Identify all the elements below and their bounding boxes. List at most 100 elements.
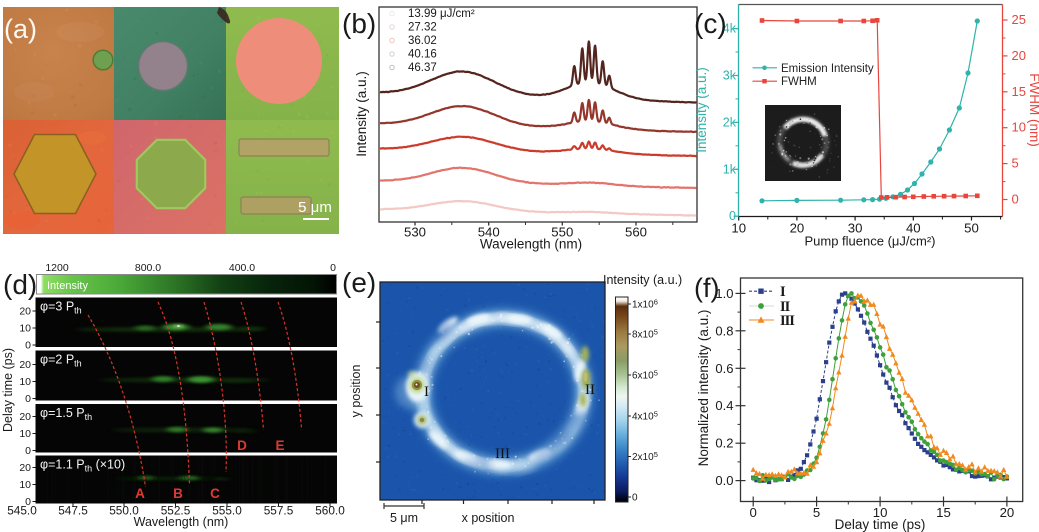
svg-text:FWHM (nm): FWHM (nm) [1027, 73, 1039, 146]
svg-text:540: 540 [478, 225, 500, 240]
svg-text:0: 0 [25, 393, 31, 405]
svg-text:20: 20 [19, 462, 31, 474]
svg-text:1k: 1k [723, 162, 737, 176]
svg-text:10: 10 [873, 505, 888, 520]
svg-text:20: 20 [1012, 48, 1026, 63]
svg-text:15: 15 [936, 505, 951, 520]
svg-text:560.0: 560.0 [315, 504, 345, 518]
svg-text:1x106: 1x106 [632, 298, 658, 311]
svg-text:550.0: 550.0 [109, 504, 139, 518]
svg-text:x position: x position [462, 511, 515, 525]
svg-text:10: 10 [19, 323, 31, 335]
svg-text:560: 560 [625, 225, 647, 240]
svg-text:(d): (d) [3, 269, 37, 300]
svg-text:(f): (f) [694, 273, 719, 303]
svg-text:20: 20 [19, 359, 31, 371]
svg-text:Intensity (a.u.): Intensity (a.u.) [354, 71, 369, 157]
svg-text:36.02: 36.02 [408, 35, 437, 47]
svg-text:13.99 μJ/cm²: 13.99 μJ/cm² [408, 8, 475, 20]
svg-text:20: 20 [19, 411, 31, 423]
svg-text:30: 30 [848, 221, 863, 236]
svg-text:φ=1.1 Pth (×10): φ=1.1 Pth (×10) [40, 458, 125, 474]
svg-text:D: D [237, 438, 247, 453]
svg-text:10: 10 [19, 479, 31, 491]
svg-text:800.0: 800.0 [135, 262, 161, 274]
svg-text:FWHM: FWHM [781, 76, 817, 88]
svg-text:0: 0 [25, 496, 31, 508]
svg-text:46.37: 46.37 [408, 62, 437, 74]
svg-text:20: 20 [19, 306, 31, 318]
svg-text:B: B [173, 486, 183, 501]
svg-text:5: 5 [1012, 156, 1019, 171]
svg-text:557.5: 557.5 [264, 504, 294, 518]
svg-text:400.0: 400.0 [229, 262, 255, 274]
svg-text:(b): (b) [342, 8, 376, 39]
svg-text:Delay time (ps): Delay time (ps) [1, 348, 15, 432]
svg-text:1200: 1200 [45, 262, 69, 274]
svg-text:550: 550 [551, 225, 573, 240]
svg-text:555.0: 555.0 [212, 504, 242, 518]
svg-text:0.0: 0.0 [715, 473, 733, 488]
svg-text:Emission Intensity: Emission Intensity [781, 63, 874, 75]
svg-text:10: 10 [731, 221, 746, 236]
svg-text:2x105: 2x105 [632, 450, 658, 463]
svg-text:I: I [780, 284, 786, 300]
svg-text:5 μm: 5 μm [298, 199, 332, 216]
svg-text:530: 530 [404, 225, 426, 240]
svg-text:50: 50 [964, 221, 979, 236]
svg-text:552.5: 552.5 [161, 504, 191, 518]
svg-text:Wavelength (nm): Wavelength (nm) [480, 237, 582, 252]
svg-text:545.0: 545.0 [7, 504, 37, 518]
svg-text:Wavelength (nm): Wavelength (nm) [134, 515, 229, 529]
svg-text:A: A [135, 486, 145, 501]
svg-text:φ=2 Pth: φ=2 Pth [40, 353, 82, 369]
svg-text:40.16: 40.16 [408, 49, 437, 61]
svg-text:0.4: 0.4 [715, 398, 733, 413]
svg-text:5: 5 [813, 505, 820, 520]
svg-text:4k: 4k [723, 22, 737, 36]
svg-text:(c): (c) [694, 8, 727, 39]
svg-text:0: 0 [1012, 192, 1019, 207]
svg-text:φ=1.5 Pth: φ=1.5 Pth [40, 406, 92, 422]
svg-text:5 μm: 5 μm [390, 511, 418, 525]
svg-text:0: 0 [750, 505, 757, 520]
svg-text:20: 20 [790, 221, 805, 236]
svg-text:III: III [495, 446, 510, 462]
svg-text:547.5: 547.5 [58, 504, 88, 518]
svg-text:0: 0 [25, 445, 31, 457]
svg-text:25: 25 [1012, 12, 1026, 27]
svg-text:Normalized intensity (a.u.): Normalized intensity (a.u.) [696, 310, 711, 467]
svg-text:0.8: 0.8 [715, 323, 733, 338]
svg-text:6x105: 6x105 [632, 369, 658, 382]
svg-text:Intensity: Intensity [47, 280, 88, 292]
svg-text:Intensity (a.u.): Intensity (a.u.) [694, 67, 709, 153]
svg-text:0: 0 [729, 209, 736, 223]
svg-text:10: 10 [19, 376, 31, 388]
svg-text:1.0: 1.0 [715, 286, 733, 301]
svg-text:27.32: 27.32 [408, 22, 437, 34]
svg-text:II: II [780, 299, 791, 315]
svg-text:y position: y position [349, 365, 363, 418]
svg-text:φ=3 Pth: φ=3 Pth [40, 300, 82, 316]
svg-text:0.2: 0.2 [715, 436, 733, 451]
svg-text:15: 15 [1012, 84, 1026, 99]
svg-text:4x105: 4x105 [632, 410, 658, 423]
svg-text:40: 40 [906, 221, 921, 236]
svg-text:Pump fluence (μJ/cm²): Pump fluence (μJ/cm²) [804, 234, 935, 249]
svg-text:20: 20 [1000, 505, 1015, 520]
svg-text:(a): (a) [4, 14, 37, 44]
svg-text:10: 10 [19, 428, 31, 440]
svg-text:(e): (e) [342, 267, 376, 298]
svg-text:0: 0 [330, 262, 336, 274]
svg-text:C: C [210, 486, 220, 501]
svg-text:2k: 2k [723, 115, 737, 129]
svg-text:0: 0 [25, 340, 31, 352]
svg-text:E: E [275, 438, 284, 453]
svg-text:Delay time (ps): Delay time (ps) [835, 517, 926, 532]
svg-text:I: I [424, 384, 429, 400]
svg-text:II: II [585, 382, 595, 398]
svg-text:0: 0 [632, 493, 638, 504]
svg-text:0.6: 0.6 [715, 361, 733, 376]
svg-text:III: III [780, 313, 795, 329]
svg-text:Intensity (a.u.): Intensity (a.u.) [603, 273, 682, 287]
